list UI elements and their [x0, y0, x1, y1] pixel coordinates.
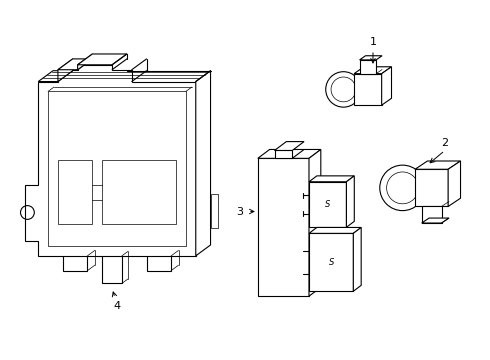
Text: S: S: [325, 200, 330, 209]
Polygon shape: [346, 176, 354, 227]
Polygon shape: [422, 207, 441, 223]
Polygon shape: [309, 182, 346, 227]
Polygon shape: [415, 169, 448, 207]
Polygon shape: [77, 54, 93, 70]
Text: 4: 4: [114, 301, 121, 311]
Polygon shape: [422, 218, 449, 223]
Polygon shape: [258, 158, 309, 296]
Polygon shape: [58, 59, 73, 82]
Polygon shape: [274, 141, 304, 150]
Polygon shape: [309, 228, 361, 233]
Polygon shape: [354, 67, 392, 74]
Text: 2: 2: [441, 138, 448, 148]
Polygon shape: [196, 71, 211, 256]
Polygon shape: [309, 149, 321, 296]
Polygon shape: [38, 71, 73, 82]
Polygon shape: [415, 161, 461, 169]
Polygon shape: [448, 161, 461, 207]
Polygon shape: [258, 149, 321, 158]
Polygon shape: [360, 56, 382, 60]
Polygon shape: [58, 59, 93, 70]
Text: 3: 3: [237, 207, 244, 216]
Polygon shape: [309, 176, 354, 182]
Polygon shape: [309, 233, 353, 291]
Polygon shape: [382, 67, 392, 105]
Text: 1: 1: [369, 37, 376, 47]
Polygon shape: [360, 60, 376, 74]
Polygon shape: [354, 74, 382, 105]
Polygon shape: [353, 228, 361, 291]
Polygon shape: [274, 150, 292, 158]
Text: S: S: [328, 258, 334, 267]
Polygon shape: [77, 54, 127, 65]
Polygon shape: [25, 65, 196, 256]
